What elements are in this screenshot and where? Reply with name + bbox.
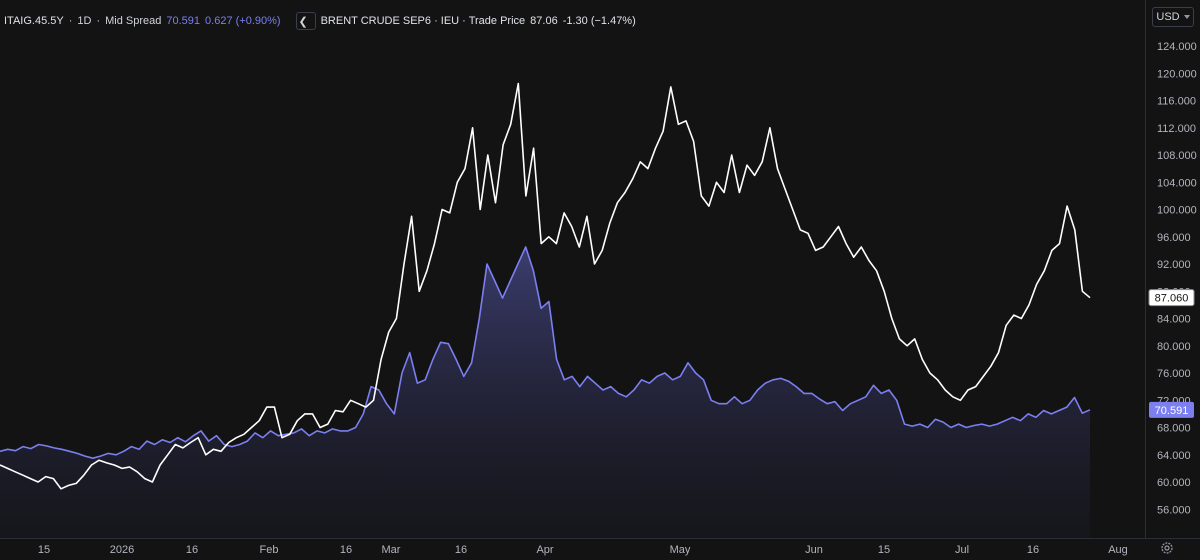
legend-sep: · [96, 15, 101, 27]
y-tick-label: 64.000 [1157, 450, 1191, 462]
y-tick-label: 120.000 [1157, 68, 1197, 80]
x-tick-label: Jun [805, 544, 823, 556]
y-tick-label: 56.000 [1157, 504, 1191, 516]
y-tick-label: 104.000 [1157, 177, 1197, 189]
x-tick-label: 16 [1027, 544, 1039, 556]
legend-symbol-2[interactable]: BRENT CRUDE SEP6 · IEU · Trade Price [320, 15, 526, 27]
legend-interval[interactable]: 1D [77, 15, 92, 27]
chart-legend: ITAIG.45.5Y · 1D · Mid Spread 70.591 0.6… [4, 12, 641, 30]
last-value-text: 87.060 [1155, 293, 1189, 305]
last-value-label-2: 87.060 [1148, 289, 1195, 307]
series-line-2 [0, 82, 1091, 490]
y-tick-label: 92.000 [1157, 259, 1191, 271]
y-tick-label: 84.000 [1157, 314, 1191, 326]
x-tick-label: Aug [1108, 544, 1128, 556]
y-tick-label: 76.000 [1157, 368, 1191, 380]
series-area-1 [0, 247, 1090, 538]
collapse-legend-button[interactable]: ❮ [295, 12, 316, 30]
legend-last-value-1: 70.591 [166, 15, 201, 27]
series-line-1 [0, 246, 1091, 459]
x-tick-label: Apr [536, 544, 553, 556]
y-tick-label: 100.000 [1157, 205, 1197, 217]
currency-label: USD [1156, 11, 1180, 23]
last-value-badge [1148, 289, 1195, 307]
last-value-badge [1149, 401, 1194, 418]
last-value-label-1: 70.591 [1149, 401, 1194, 418]
chevron-down-icon [1183, 15, 1190, 19]
y-tick-label: 68.000 [1157, 423, 1191, 435]
currency-button[interactable]: USD [1152, 7, 1194, 27]
x-tick-label: May [670, 544, 691, 556]
x-tick-label: 16 [340, 544, 352, 556]
x-tick-label: Jul [955, 544, 969, 556]
legend-change-2: -1.30 (−1.47%) [562, 15, 636, 27]
legend-last-value-2: 87.06 [530, 15, 558, 27]
x-tick-label: 2026 [110, 544, 134, 556]
y-tick-label: 80.000 [1157, 341, 1191, 353]
y-tick-label: 112.000 [1157, 123, 1196, 135]
legend-symbol-1[interactable]: ITAIG.45.5Y [4, 15, 64, 27]
price-axis[interactable]: 56.00060.00064.00068.00072.00076.00080.0… [1157, 41, 1197, 516]
y-tick-label: 116.000 [1157, 96, 1196, 108]
gear-icon[interactable] [1160, 541, 1174, 555]
legend-sep: · [68, 15, 73, 27]
time-axis[interactable]: 15 2026 16 Feb 16 Mar 16 Apr May Jun 15 Jul 16 Aug [38, 544, 1128, 556]
y-tick-label: 108.000 [1157, 150, 1197, 162]
x-tick-label: 15 [38, 544, 50, 556]
x-tick-label: 15 [878, 544, 890, 556]
legend-field-1: Mid Spread [105, 15, 162, 27]
y-tick-label: 60.000 [1157, 477, 1191, 489]
x-tick-label: 16 [186, 544, 198, 556]
last-value-text: 70.591 [1155, 405, 1189, 417]
legend-change-1: 0.627 (+0.90%) [205, 15, 281, 27]
y-tick-label: 124.000 [1157, 41, 1197, 53]
chevron-left-icon: ❮ [298, 15, 308, 28]
x-tick-label: Feb [260, 544, 279, 556]
x-tick-label: 16 [455, 544, 467, 556]
x-tick-label: Mar [382, 544, 401, 556]
y-tick-label: 96.000 [1157, 232, 1191, 244]
